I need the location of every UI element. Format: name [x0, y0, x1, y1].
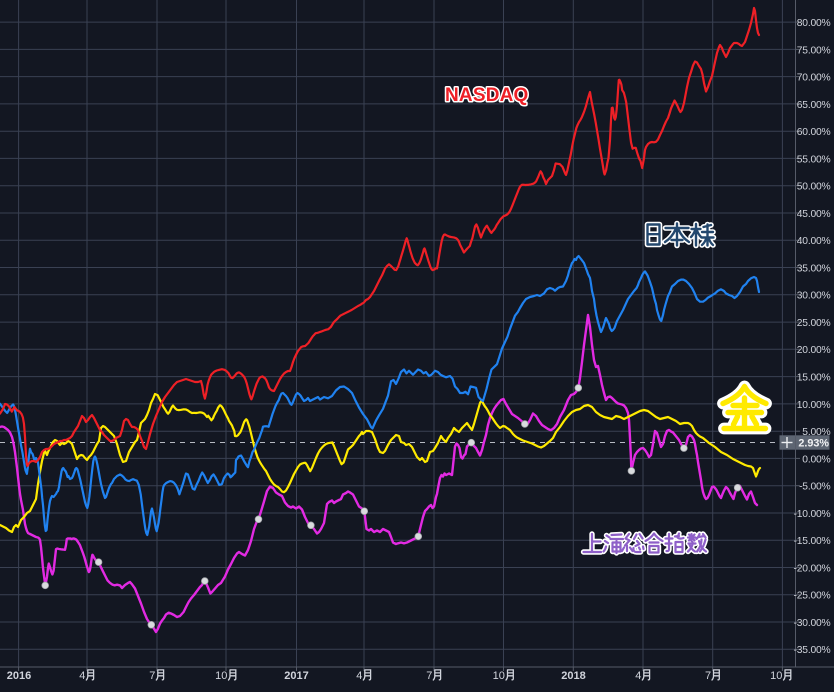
svg-text:60.00%: 60.00% — [797, 127, 831, 138]
svg-text:50.00%: 50.00% — [797, 182, 831, 193]
svg-text:45.00%: 45.00% — [797, 209, 831, 220]
svg-text:7: 7 — [426, 670, 432, 682]
svg-text:70.00%: 70.00% — [797, 73, 831, 84]
svg-text:10: 10 — [770, 670, 782, 682]
svg-text:-5.00%: -5.00% — [799, 482, 830, 493]
svg-text:7: 7 — [705, 670, 711, 682]
svg-text:2.93%: 2.93% — [798, 437, 829, 449]
svg-text:-10.00%: -10.00% — [794, 509, 831, 520]
svg-text:10: 10 — [493, 670, 505, 682]
svg-text:55.00%: 55.00% — [797, 154, 831, 165]
svg-text:30.00%: 30.00% — [797, 291, 831, 302]
svg-text:10.00%: 10.00% — [797, 400, 831, 411]
svg-text:80.00%: 80.00% — [797, 18, 831, 29]
svg-text:NASDAQ: NASDAQ — [445, 85, 529, 106]
svg-text:2018: 2018 — [561, 670, 585, 682]
svg-text:-15.00%: -15.00% — [794, 536, 831, 547]
svg-text:35.00%: 35.00% — [797, 263, 831, 274]
svg-text:0.00%: 0.00% — [802, 454, 830, 465]
svg-text:25.00%: 25.00% — [797, 318, 831, 329]
svg-text:7: 7 — [149, 670, 155, 682]
svg-text:4: 4 — [79, 670, 85, 682]
svg-text:4: 4 — [356, 670, 362, 682]
svg-text:-25.00%: -25.00% — [794, 591, 831, 602]
svg-text:-35.00%: -35.00% — [794, 645, 831, 656]
svg-text:10: 10 — [215, 670, 227, 682]
svg-text:2017: 2017 — [284, 670, 308, 682]
svg-text:40.00%: 40.00% — [797, 236, 831, 247]
svg-text:20.00%: 20.00% — [797, 345, 831, 356]
svg-text:5.00%: 5.00% — [802, 427, 830, 438]
svg-text:15.00%: 15.00% — [797, 373, 831, 384]
svg-text:75.00%: 75.00% — [797, 45, 831, 56]
svg-text:2016: 2016 — [7, 670, 31, 682]
svg-text:-30.00%: -30.00% — [794, 618, 831, 629]
svg-text:4: 4 — [635, 670, 641, 682]
svg-text:-20.00%: -20.00% — [794, 563, 831, 574]
svg-text:65.00%: 65.00% — [797, 100, 831, 111]
